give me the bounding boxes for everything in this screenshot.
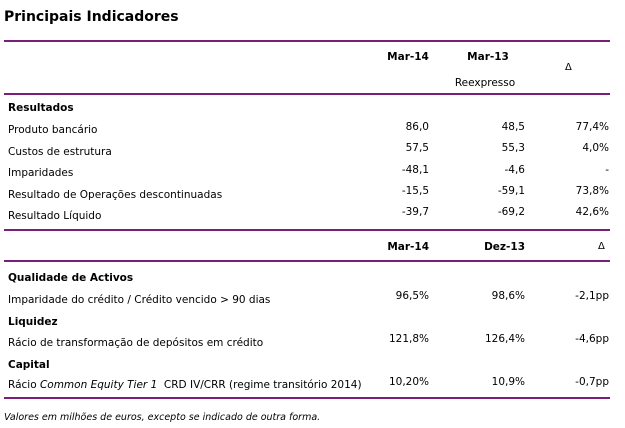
row-value-mar14: 96,5% — [395, 290, 429, 302]
row-label: Rácio Common Equity Tier 1 CRD IV/CRR (r… — [8, 378, 362, 392]
section-title-resultados: Resultados — [8, 102, 74, 114]
footnote: Valores em milhões de euros, excepto se … — [4, 412, 321, 423]
row-label: Resultado de Operações descontinuadas — [8, 189, 223, 201]
row-value-mar13: -4,6 — [504, 164, 526, 176]
row-value-mar13: -69,2 — [497, 206, 525, 218]
header-col-delta: Δ — [598, 241, 605, 252]
row-label: Custos de estrutura — [8, 146, 112, 158]
row-value-delta: -4,6pp — [575, 333, 609, 345]
header-col-dez13: Dez-13 — [484, 241, 525, 253]
row-label: Imparidade do crédito / Crédito vencido … — [8, 294, 271, 306]
table-rule-bottom — [4, 397, 610, 399]
row-label: Produto bancário — [8, 124, 98, 136]
row-value-mar14: 121,8% — [388, 333, 429, 345]
row-value-mar14: 57,5 — [405, 142, 429, 154]
row-value-delta: 4,0% — [582, 142, 609, 154]
row-label: Imparidades — [8, 167, 74, 179]
header-col-delta: Δ — [565, 62, 572, 73]
row-value-delta: 42,6% — [575, 206, 609, 218]
row-value-mar14: 86,0 — [405, 121, 429, 133]
row-value-delta: -0,7pp — [575, 376, 609, 388]
header-col-mar13: Mar-13 — [467, 51, 509, 63]
header-col-mar14: Mar-14 — [387, 241, 429, 253]
row-label-suffix: CRD IV/CRR (regime transitório 2014) — [157, 379, 362, 391]
row-label-prefix: Rácio — [8, 379, 40, 391]
row-value-mar13: -59,1 — [497, 185, 525, 197]
row-value-dez13: 10,9% — [491, 376, 525, 388]
table-rule-header — [4, 260, 610, 262]
section-title-liquidez: Liquidez — [8, 316, 58, 328]
row-label: Rácio de transformação de depósitos em c… — [8, 337, 264, 349]
row-value-delta: 73,8% — [575, 185, 609, 197]
row-value-dez13: 126,4% — [484, 333, 525, 345]
row-value-dez13: 98,6% — [491, 290, 525, 302]
page-title: Principais Indicadores — [4, 9, 179, 25]
row-label-italic: Common Equity Tier 1 — [39, 379, 158, 391]
row-value-delta: 77,4% — [575, 121, 609, 133]
row-value-mar14: -39,7 — [401, 206, 429, 218]
header-col-mar13-subtitle: Reexpresso — [454, 77, 516, 89]
section-title-capital: Capital — [8, 359, 50, 371]
row-label: Resultado Líquido — [8, 210, 102, 222]
header-col-mar14: Mar-14 — [387, 51, 429, 63]
row-value-mar14: -15,5 — [401, 185, 429, 197]
row-value-mar14: -48,1 — [401, 164, 429, 176]
table-rule-top — [4, 40, 610, 42]
row-value-mar14: 10,20% — [388, 376, 429, 388]
table-rule-header — [4, 93, 610, 95]
table-rule-middle — [4, 229, 610, 231]
row-value-delta: - — [605, 164, 609, 176]
section-title-qualidade-de-activos: Qualidade de Activos — [8, 272, 134, 284]
row-value-mar13: 48,5 — [501, 121, 525, 133]
row-value-delta: -2,1pp — [575, 290, 609, 302]
row-value-mar13: 55,3 — [501, 142, 525, 154]
